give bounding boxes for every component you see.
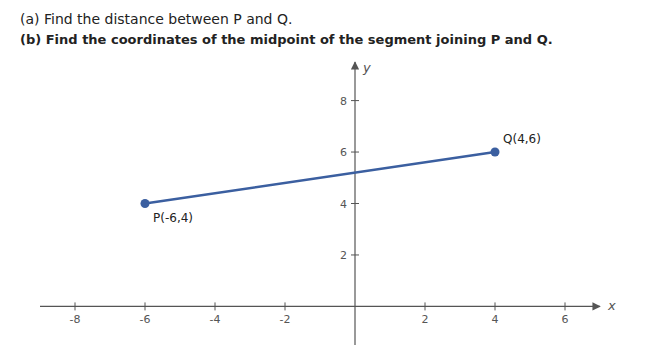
x-tick [285,302,286,310]
x-tick [495,302,496,310]
x-tick-label: -2 [280,313,291,326]
y-tick-label: 2 [340,249,347,262]
data [141,148,500,208]
x-axis [40,306,600,307]
y-tick-label: 8 [340,95,347,108]
y-tick [351,254,359,255]
segment [145,152,495,203]
x-tick-label: -6 [140,313,151,326]
point-label: P(-6,4) [153,211,193,225]
y-tick-label: 4 [340,198,347,211]
x-tick [145,302,146,310]
point [491,148,500,157]
x-tick-label: 2 [422,313,429,326]
x-tick-label: -8 [70,313,81,326]
annotations: P(-6,4) Q(4,6) [153,132,541,224]
y-tick [351,203,359,204]
y-axis-label: y [362,60,371,75]
axes: -8 -6 -4 -2 2 4 6 2 4 6 8 x y [40,60,616,345]
chart: (a) Find the distance between P and Q. (b… [0,0,669,360]
point [141,199,150,208]
x-tick-label: 6 [562,313,569,326]
point-label: Q(4,6) [503,132,541,146]
x-tick [75,302,76,310]
x-tick [215,302,216,310]
y-tick-label: 6 [340,146,347,159]
x-tick [565,302,566,310]
x-tick-label: 4 [492,313,499,326]
y-tick [351,100,359,101]
y-tick [351,152,359,153]
title: (a) Find the distance between P and Q. [20,11,292,27]
x-axis-label: x [607,298,616,313]
subtitle: (b) Find the coordinates of the midpoint… [20,32,553,47]
x-tick-label: -4 [210,313,221,326]
x-tick [425,302,426,310]
